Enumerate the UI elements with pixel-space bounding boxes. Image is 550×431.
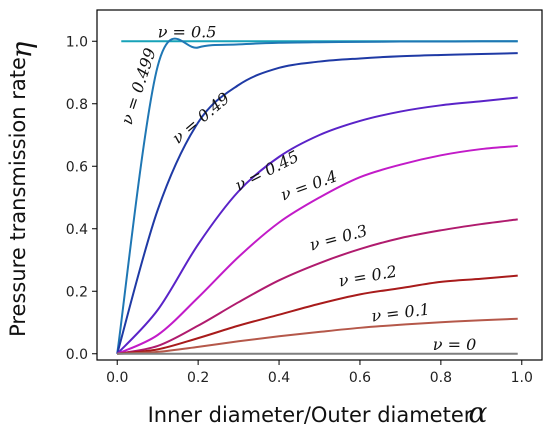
curve-label: ν = 0.5 — [158, 23, 217, 42]
x-tick-label: 0.4 — [268, 370, 290, 386]
x-tick-label: 0.6 — [349, 370, 371, 386]
x-tick-label: 1.0 — [511, 370, 533, 386]
x-axis-label: Inner diameter/Outer diameter — [148, 403, 473, 427]
curve-label: ν = 0.2 — [337, 262, 398, 291]
y-tick-label: 0.2 — [66, 284, 88, 300]
y-axis-label: Pressure transmission rate — [6, 57, 30, 337]
y-tick-label: 0.6 — [66, 159, 88, 175]
series-line — [116, 96, 518, 355]
series-line — [116, 37, 518, 354]
x-tick-label: 0.2 — [187, 370, 209, 386]
x-tick-label: 0.8 — [430, 370, 452, 386]
x-tick-label: 0.0 — [106, 370, 128, 386]
y-tick-label: 0.0 — [66, 347, 88, 363]
y-tick-label: 0.8 — [66, 97, 88, 113]
y-tick-label: 1.0 — [66, 34, 88, 50]
series-line — [117, 274, 518, 355]
y-tick-label: 0.4 — [66, 222, 88, 238]
series-line — [117, 218, 518, 355]
curve-label: ν = 0.49 — [168, 89, 233, 148]
curve-group — [116, 37, 518, 355]
curve-label: ν = 0.4 — [278, 166, 340, 204]
curve-label: ν = 0 — [433, 335, 476, 354]
plot-frame — [96, 9, 543, 361]
series-line — [116, 144, 518, 355]
y-axis-symbol: η — [5, 41, 38, 58]
curve-label-group: ν = 0.5ν = 0.499 ν = 0.49ν = 0.45ν = 0.4ν… — [117, 23, 476, 355]
x-axis-symbol: α — [469, 396, 488, 429]
series-line — [117, 317, 518, 355]
x-axis: 0.0 0.2 0.4 0.6 0.8 1.0 — [106, 360, 533, 386]
y-axis: 0.0 0.2 0.4 0.6 0.8 1.0 — [66, 34, 97, 363]
series-line — [116, 52, 518, 355]
curve-label: ν = 0.1 — [370, 300, 431, 326]
